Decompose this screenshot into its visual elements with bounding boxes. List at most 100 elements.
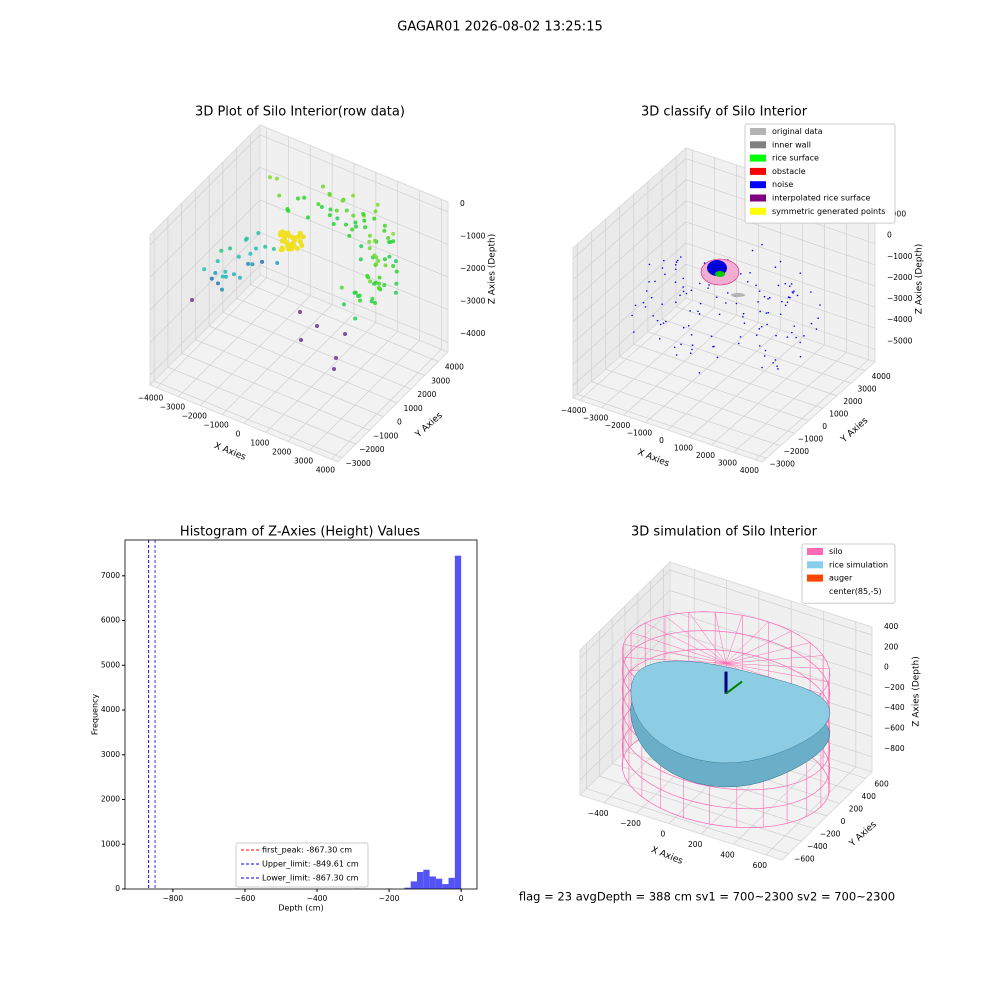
raw-point xyxy=(340,198,345,203)
raw-point xyxy=(339,285,344,290)
noise-point xyxy=(698,372,701,374)
grid-line xyxy=(711,344,825,446)
noise-point xyxy=(817,317,819,320)
noise-point xyxy=(758,345,761,347)
x-tick-label: −3000 xyxy=(583,414,609,423)
grid-line xyxy=(669,569,873,636)
legend-label: Lower_limit: -867.30 cm xyxy=(262,874,359,883)
raw-point xyxy=(299,338,303,342)
legend-swatch xyxy=(750,154,766,162)
raw-point xyxy=(335,216,340,221)
raw-point xyxy=(253,246,258,251)
x-tick-label: 3000 xyxy=(718,458,737,467)
raw-point xyxy=(359,244,364,249)
x-tick-label: 200 xyxy=(688,840,703,849)
y-axis-label: Y Axies xyxy=(413,411,445,441)
y-tick-label: −600 xyxy=(794,855,815,864)
noise-point xyxy=(708,284,710,286)
raw-point xyxy=(232,272,237,277)
raw-point xyxy=(367,233,372,238)
noise-point xyxy=(718,313,721,316)
bar xyxy=(404,887,411,889)
grid-line xyxy=(200,295,311,406)
x-axis-label: X Axies xyxy=(213,441,248,463)
raw-point xyxy=(286,208,291,213)
chart-title: 3D classify of Silo Interior xyxy=(641,105,808,120)
y-tick-label: 0 xyxy=(841,817,846,826)
noise-point xyxy=(739,272,742,275)
legend-label: obstacle xyxy=(772,167,806,176)
raw-point xyxy=(361,212,366,217)
raw-point xyxy=(334,356,338,360)
raw-point xyxy=(274,176,279,181)
x-tick-label: −3000 xyxy=(160,403,186,412)
raw-point xyxy=(334,208,339,213)
raw-point xyxy=(375,202,380,207)
raw-point xyxy=(376,258,381,263)
z-tick-label: 0 xyxy=(884,663,889,672)
noise-point xyxy=(698,282,701,285)
noise-point xyxy=(691,344,694,346)
noise-point xyxy=(767,298,769,300)
noise-point xyxy=(789,296,791,299)
y-tick-label: 4000 xyxy=(101,705,120,714)
noise-point xyxy=(779,313,782,316)
grid-line xyxy=(243,313,355,424)
noise-point xyxy=(699,302,702,305)
grid-line xyxy=(685,200,876,266)
noise-point xyxy=(707,287,709,289)
raw-point xyxy=(297,239,303,245)
noise-point xyxy=(788,285,791,288)
raw-point xyxy=(352,290,357,295)
raw-point xyxy=(370,296,375,301)
legend-label: rice surface xyxy=(772,154,819,163)
raw-point xyxy=(228,246,233,251)
noise-point xyxy=(634,304,637,307)
raw-point xyxy=(305,215,310,220)
noise-point xyxy=(633,331,635,333)
x-axis-label: Depth (cm) xyxy=(278,904,323,913)
noise-point xyxy=(642,301,645,304)
x-axis-label: X Axies xyxy=(650,845,685,867)
y-tick-label: 1000 xyxy=(829,409,848,418)
noise-point xyxy=(661,303,663,306)
noise-point xyxy=(682,290,685,293)
noise-point xyxy=(781,300,783,303)
noise-point xyxy=(784,304,787,307)
z-tick-label: −2000 xyxy=(887,273,913,282)
silo-roof xyxy=(725,630,792,664)
grid-line xyxy=(208,325,398,404)
silo-roof xyxy=(725,662,829,683)
grid-line xyxy=(599,775,802,842)
noise-point xyxy=(680,343,682,346)
bar xyxy=(423,869,430,889)
noise-point xyxy=(777,368,779,370)
grid-line xyxy=(623,314,737,416)
y-tick-label: 2000 xyxy=(101,795,120,804)
noise-point xyxy=(763,355,766,357)
raw-point xyxy=(248,251,253,256)
noise-point xyxy=(810,322,813,325)
noise-point xyxy=(675,261,678,263)
noise-point xyxy=(749,271,751,274)
x-tick-label: −200 xyxy=(379,894,400,903)
raw-point xyxy=(386,236,391,241)
grid-line xyxy=(601,307,715,408)
legend-swatch xyxy=(750,207,766,215)
grid-line xyxy=(612,763,815,829)
raw-point xyxy=(383,263,388,268)
raw-point xyxy=(223,274,228,279)
x-tick-label: −1000 xyxy=(203,421,229,430)
raw-point xyxy=(372,253,377,258)
raw-point xyxy=(327,191,332,196)
y-tick-label: −2000 xyxy=(359,445,385,454)
raw-point xyxy=(347,233,352,238)
bar xyxy=(448,877,455,889)
silo-roof xyxy=(725,662,830,670)
raw-point xyxy=(374,262,379,267)
noise-point xyxy=(735,302,738,305)
raw-point xyxy=(302,195,307,200)
noise-point xyxy=(755,284,757,287)
noise-point xyxy=(759,310,761,313)
raw-point xyxy=(260,259,265,264)
